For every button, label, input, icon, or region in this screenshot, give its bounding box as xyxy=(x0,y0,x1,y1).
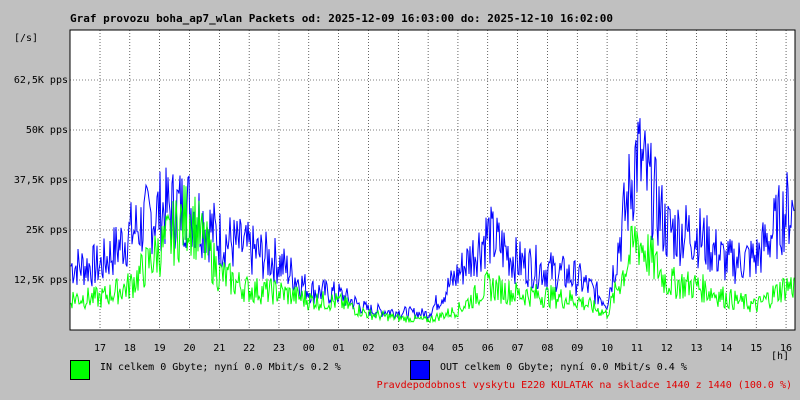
x-tick-label: 02 xyxy=(362,343,374,354)
x-tick-label: 18 xyxy=(124,343,136,354)
series-line-out xyxy=(70,118,795,321)
series-layer xyxy=(70,118,795,324)
x-tick-label: 23 xyxy=(273,343,285,354)
y-tick-label: 50K pps xyxy=(26,125,68,136)
x-tick-label: 16 xyxy=(780,343,792,354)
y-tick-label: 25K pps xyxy=(26,225,68,236)
legend-in-text: IN celkem 0 Gbyte; nyní 0.0 Mbit/s 0.2 % xyxy=(100,362,341,373)
series-line-in xyxy=(70,185,795,324)
y-axis-unit-label: [/s] xyxy=(14,33,38,44)
x-tick-label: 08 xyxy=(541,343,553,354)
x-tick-label: 11 xyxy=(631,343,643,354)
x-tick-label: 15 xyxy=(750,343,762,354)
x-tick-label: 20 xyxy=(183,343,195,354)
x-tick-label: 03 xyxy=(392,343,404,354)
x-tick-label: 13 xyxy=(691,343,703,354)
x-tick-label: 12 xyxy=(661,343,673,354)
x-tick-label: 06 xyxy=(482,343,494,354)
chart-title: Graf provozu boha_ap7_wlan Packets od: 2… xyxy=(70,12,613,25)
x-tick-label: 10 xyxy=(601,343,613,354)
x-tick-label: 21 xyxy=(213,343,225,354)
x-tick-label: 05 xyxy=(452,343,464,354)
x-tick-label: 07 xyxy=(512,343,524,354)
y-tick-labels: 12,5K pps 25K pps 37,5K pps 50K pps 62,5K pp… xyxy=(14,75,68,286)
y-tick-label: 12,5K pps xyxy=(14,275,68,286)
x-tick-label: 04 xyxy=(422,343,434,354)
x-tick-label: 14 xyxy=(720,343,732,354)
footer-probability-text: Pravdepodobnost vyskytu E220 KULATAK na … xyxy=(376,380,792,391)
legend-out-swatch xyxy=(410,360,430,380)
x-tick-label: 00 xyxy=(303,343,315,354)
y-tick-label: 37,5K pps xyxy=(14,175,68,186)
x-tick-label: 09 xyxy=(571,343,583,354)
x-tick-label: 01 xyxy=(333,343,345,354)
y-tick-label: 62,5K pps xyxy=(14,75,68,86)
legend-in-swatch xyxy=(70,360,90,380)
x-tick-label: 22 xyxy=(243,343,255,354)
x-tick-label: 19 xyxy=(154,343,166,354)
x-axis-unit-label: [h] xyxy=(771,351,789,362)
legend-out-text: OUT celkem 0 Gbyte; nyní 0.0 Mbit/s 0.4 … xyxy=(440,362,687,373)
x-tick-label: 17 xyxy=(94,343,106,354)
x-tick-labels: 17 18 19 20 21 22 23 00 01 02 03 04 05 06 07 08 09 10 11 12… xyxy=(94,343,792,354)
